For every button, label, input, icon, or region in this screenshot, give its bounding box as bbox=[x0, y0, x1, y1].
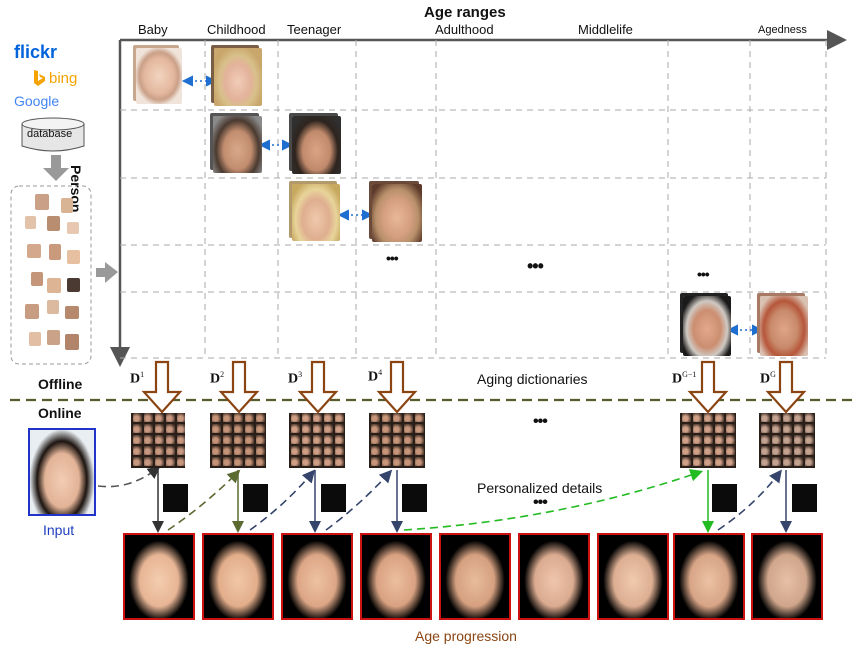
detail-thumb-g-1 bbox=[712, 484, 737, 512]
age-progression-label: Age progression bbox=[415, 628, 517, 644]
face-adulthood bbox=[372, 184, 422, 242]
face-middlelife bbox=[683, 296, 731, 356]
dictionary-mosaic-3 bbox=[289, 413, 345, 468]
detail-thumb-g bbox=[792, 484, 817, 512]
output-face-7 bbox=[597, 533, 669, 620]
dictionary-mosaic-g-1 bbox=[680, 413, 736, 468]
online-label: Online bbox=[38, 405, 82, 421]
dictionary-label-g-1: DG−1 bbox=[672, 370, 697, 387]
age-range-agedness: Agedness bbox=[758, 24, 807, 36]
output-face-2 bbox=[202, 533, 274, 620]
ellipsis-grid-1: ••• bbox=[386, 250, 399, 266]
grid bbox=[120, 40, 827, 359]
face-teenager-blond bbox=[292, 184, 340, 241]
output-face-4 bbox=[360, 533, 432, 620]
dictionary-label-4: D4 bbox=[368, 368, 383, 385]
aging-dictionaries-label: Aging dictionaries bbox=[477, 371, 588, 387]
age-range-baby: Baby bbox=[138, 22, 168, 37]
database-faces-box bbox=[10, 185, 92, 365]
database-icon bbox=[21, 117, 85, 152]
database-label: database bbox=[27, 128, 73, 140]
face-baby bbox=[136, 48, 182, 104]
dictionary-label-2: D2 bbox=[210, 370, 225, 387]
output-face-9 bbox=[751, 533, 823, 620]
output-face-6 bbox=[518, 533, 590, 620]
face-agedness bbox=[760, 296, 808, 356]
detail-thumb-3 bbox=[321, 484, 346, 512]
output-face-5 bbox=[439, 533, 511, 620]
detail-thumb-2 bbox=[243, 484, 268, 512]
offline-label: Offline bbox=[38, 376, 83, 392]
ellipsis-grid-3: ••• bbox=[697, 266, 710, 282]
dictionary-label-3: D3 bbox=[288, 370, 303, 387]
age-range-childhood: Childhood bbox=[207, 22, 266, 37]
age-range-adulthood: Adulthood bbox=[435, 22, 494, 37]
face-teenager-boy bbox=[292, 116, 341, 174]
dictionary-mosaic-4 bbox=[369, 413, 425, 468]
input-photo bbox=[28, 428, 96, 516]
input-label: Input bbox=[43, 522, 75, 538]
face-childhood-girl bbox=[214, 48, 262, 106]
dictionary-mosaic-g bbox=[759, 413, 815, 468]
ellipsis-grid-2: ••• bbox=[527, 256, 544, 276]
flickr-logo: flickr bbox=[14, 42, 58, 62]
detail-thumb-4 bbox=[402, 484, 427, 512]
axis-title: Age ranges bbox=[424, 4, 506, 21]
output-face-1 bbox=[123, 533, 195, 620]
dictionary-label-g: DG bbox=[760, 370, 776, 387]
ellipsis-details: ••• bbox=[533, 494, 548, 511]
output-face-3 bbox=[281, 533, 353, 620]
dictionary-mosaic-2 bbox=[210, 413, 266, 468]
database-face-collection bbox=[17, 192, 85, 358]
ellipsis-dictionaries: ••• bbox=[533, 413, 548, 430]
detail-thumb-1 bbox=[163, 484, 188, 512]
dictionary-arrows bbox=[141, 360, 807, 414]
dictionary-label-1: D1 bbox=[130, 370, 145, 387]
output-face-8 bbox=[673, 533, 745, 620]
age-range-teenager: Teenager bbox=[287, 22, 342, 37]
google-logo: Google bbox=[14, 93, 60, 109]
bing-logo: bing bbox=[49, 70, 78, 87]
age-range-middlelife: Middlelife bbox=[578, 22, 633, 37]
dictionary-mosaic-1 bbox=[131, 413, 185, 468]
bing-icon bbox=[32, 69, 46, 87]
face-childhood-boy bbox=[213, 116, 262, 173]
personalized-details-label: Personalized details bbox=[477, 480, 603, 496]
